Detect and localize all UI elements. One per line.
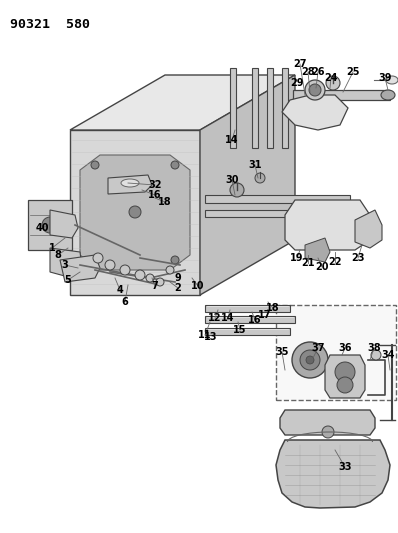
Polygon shape (200, 75, 295, 295)
Circle shape (335, 362, 355, 382)
Polygon shape (28, 200, 72, 250)
Text: 34: 34 (381, 350, 395, 360)
Polygon shape (205, 328, 290, 335)
Text: 36: 36 (338, 343, 352, 353)
Text: 23: 23 (351, 253, 365, 263)
Text: 16: 16 (248, 315, 262, 325)
Text: 90321  580: 90321 580 (10, 18, 90, 31)
Text: 29: 29 (290, 78, 304, 88)
Text: 33: 33 (338, 462, 352, 472)
Polygon shape (70, 75, 295, 130)
Circle shape (306, 356, 314, 364)
Circle shape (171, 161, 179, 169)
Circle shape (146, 274, 154, 282)
Text: 19: 19 (290, 253, 304, 263)
Polygon shape (50, 248, 82, 278)
Text: 21: 21 (301, 258, 315, 268)
Polygon shape (285, 200, 370, 250)
Polygon shape (355, 210, 382, 248)
Circle shape (166, 266, 174, 274)
Polygon shape (205, 210, 350, 217)
Polygon shape (305, 238, 330, 262)
Polygon shape (205, 316, 295, 323)
Bar (252, 68, 258, 148)
Bar (267, 68, 273, 148)
Text: 39: 39 (378, 73, 392, 83)
Circle shape (230, 183, 244, 197)
Text: 11: 11 (198, 330, 212, 340)
Text: 32: 32 (148, 180, 162, 190)
Polygon shape (108, 175, 152, 194)
Text: 38: 38 (367, 343, 381, 353)
Polygon shape (205, 195, 350, 203)
Text: 10: 10 (191, 281, 205, 291)
Polygon shape (60, 255, 100, 282)
Text: 30: 30 (225, 175, 239, 185)
Polygon shape (50, 210, 78, 238)
Text: 12: 12 (208, 313, 222, 323)
Text: 6: 6 (122, 297, 129, 307)
Circle shape (371, 350, 381, 360)
Polygon shape (282, 95, 348, 130)
Circle shape (309, 84, 321, 96)
Polygon shape (280, 410, 375, 435)
Bar (276, 305, 396, 400)
Circle shape (105, 260, 115, 270)
Circle shape (305, 80, 325, 100)
Text: 27: 27 (293, 59, 307, 69)
Text: 14: 14 (221, 313, 235, 323)
Ellipse shape (386, 76, 398, 84)
Polygon shape (325, 355, 365, 398)
Circle shape (135, 270, 145, 280)
Text: 24: 24 (324, 73, 338, 83)
Text: 3: 3 (62, 260, 68, 270)
Text: 14: 14 (225, 135, 239, 145)
Ellipse shape (121, 179, 139, 187)
Bar (282, 68, 288, 148)
Polygon shape (276, 440, 390, 508)
Polygon shape (293, 90, 390, 100)
Ellipse shape (381, 90, 395, 100)
Circle shape (337, 377, 353, 393)
Text: 7: 7 (152, 281, 158, 291)
Text: 40: 40 (35, 223, 49, 233)
Text: 18: 18 (158, 197, 172, 207)
Circle shape (255, 173, 265, 183)
Circle shape (171, 256, 179, 264)
Bar (230, 68, 236, 148)
Text: 22: 22 (328, 257, 342, 267)
Text: 9: 9 (175, 273, 181, 283)
Circle shape (300, 350, 320, 370)
Circle shape (91, 161, 99, 169)
Text: 20: 20 (315, 262, 329, 272)
Text: 35: 35 (275, 347, 289, 357)
Text: 18: 18 (266, 303, 280, 313)
Text: 16: 16 (148, 190, 162, 200)
Text: 26: 26 (311, 67, 325, 77)
Text: 4: 4 (117, 285, 123, 295)
Text: 15: 15 (233, 325, 247, 335)
Circle shape (91, 256, 99, 264)
Polygon shape (80, 155, 190, 270)
Circle shape (42, 217, 58, 233)
Text: 37: 37 (311, 343, 325, 353)
Polygon shape (205, 305, 290, 312)
Circle shape (129, 206, 141, 218)
Text: 8: 8 (55, 250, 61, 260)
Text: 1: 1 (49, 243, 55, 253)
Text: 5: 5 (64, 275, 71, 285)
Circle shape (326, 76, 340, 90)
Circle shape (156, 278, 164, 286)
Circle shape (93, 253, 103, 263)
Text: 25: 25 (346, 67, 360, 77)
Text: 13: 13 (204, 332, 218, 342)
Circle shape (120, 265, 130, 275)
Polygon shape (70, 130, 200, 295)
Circle shape (322, 426, 334, 438)
Text: 31: 31 (248, 160, 262, 170)
Text: 17: 17 (258, 310, 272, 320)
Text: 2: 2 (175, 283, 181, 293)
Text: 28: 28 (301, 67, 315, 77)
Circle shape (292, 342, 328, 378)
